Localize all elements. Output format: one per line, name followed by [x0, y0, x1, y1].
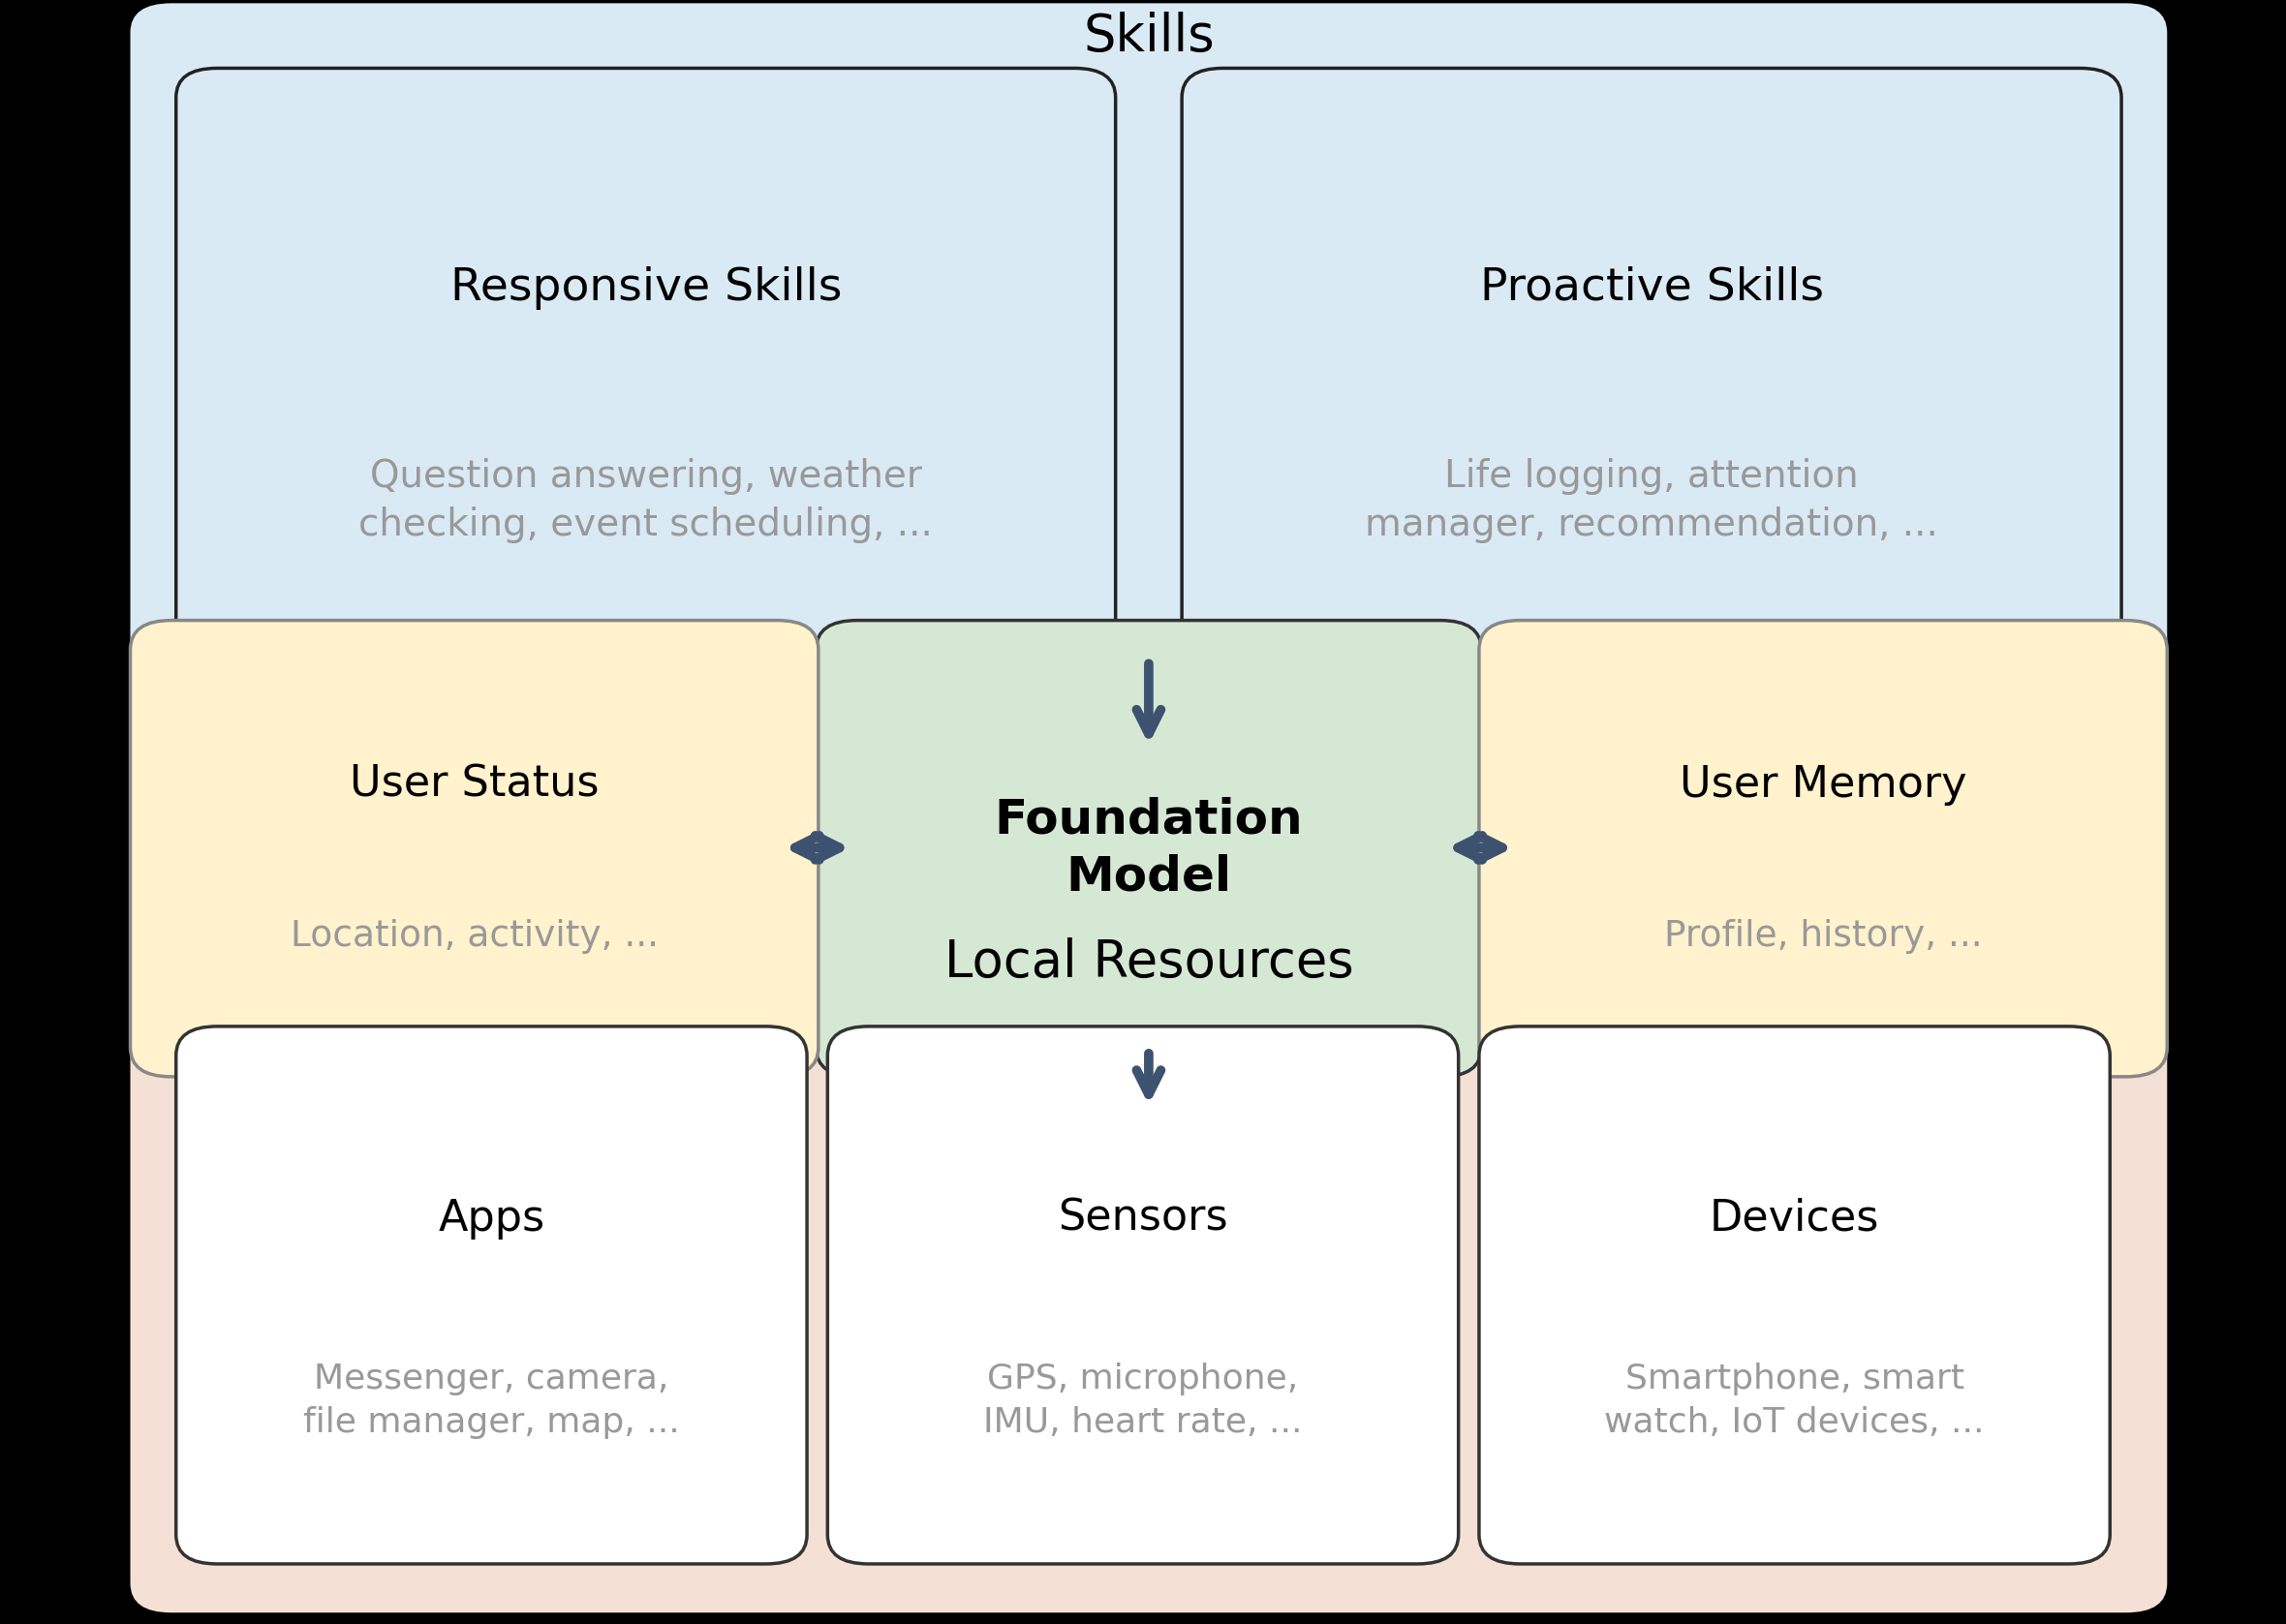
FancyBboxPatch shape	[828, 1026, 1458, 1564]
Text: Messenger, camera,
file manager, map, ...: Messenger, camera, file manager, map, ..…	[304, 1363, 679, 1439]
Text: Profile, history, ...: Profile, history, ...	[1664, 919, 1982, 953]
Text: Sensors: Sensors	[1058, 1197, 1228, 1239]
Text: Smartphone, smart
watch, IoT devices, ...: Smartphone, smart watch, IoT devices, ..…	[1605, 1363, 1984, 1439]
Text: Apps: Apps	[439, 1197, 544, 1239]
FancyBboxPatch shape	[130, 929, 2167, 1613]
FancyBboxPatch shape	[816, 620, 1481, 1077]
Text: Proactive Skills: Proactive Skills	[1479, 266, 1824, 310]
FancyBboxPatch shape	[1479, 1026, 2110, 1564]
Text: Life logging, attention
manager, recommendation, ...: Life logging, attention manager, recomme…	[1365, 458, 1939, 544]
Text: Local Resources: Local Resources	[944, 937, 1353, 987]
Text: Question answering, weather
checking, event scheduling, ...: Question answering, weather checking, ev…	[359, 458, 933, 544]
Text: GPS, microphone,
IMU, heart rate, ...: GPS, microphone, IMU, heart rate, ...	[983, 1363, 1303, 1439]
Text: Skills: Skills	[1084, 11, 1214, 62]
Text: User Status: User Status	[350, 763, 599, 806]
FancyBboxPatch shape	[176, 68, 1116, 687]
Text: Responsive Skills: Responsive Skills	[450, 266, 841, 310]
FancyBboxPatch shape	[1479, 620, 2167, 1077]
Text: Devices: Devices	[1710, 1197, 1879, 1239]
FancyBboxPatch shape	[1182, 68, 2121, 687]
Text: Location, activity, ...: Location, activity, ...	[290, 919, 658, 953]
Text: Foundation
Model: Foundation Model	[994, 796, 1303, 901]
FancyBboxPatch shape	[130, 620, 818, 1077]
FancyBboxPatch shape	[176, 1026, 807, 1564]
FancyBboxPatch shape	[130, 3, 2167, 736]
Text: User Memory: User Memory	[1680, 763, 1966, 806]
